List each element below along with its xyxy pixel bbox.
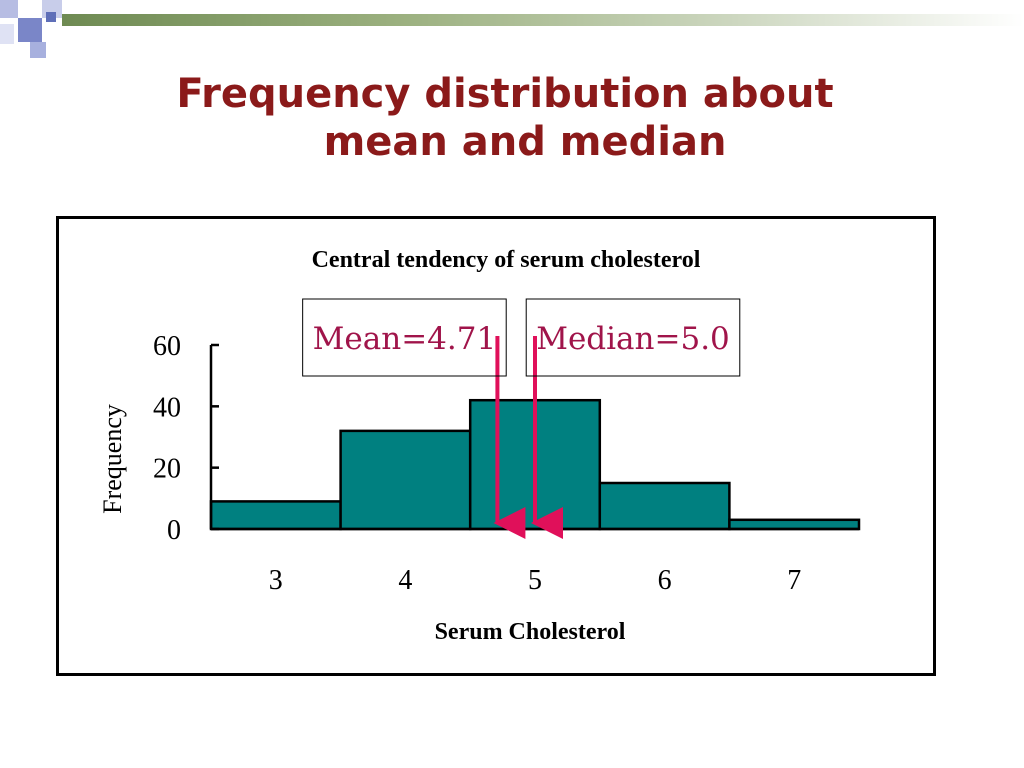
decor-square xyxy=(0,0,18,18)
bar-4 xyxy=(339,429,472,531)
decor-square xyxy=(30,42,46,58)
chart-title: Central tendency of serum cholesterol xyxy=(312,247,701,273)
y-tick-label: 40 xyxy=(153,392,181,423)
annotation-label: Mean=4.71 xyxy=(313,321,497,357)
decor-square xyxy=(46,12,56,22)
bar-7 xyxy=(728,518,861,531)
decor-square xyxy=(0,24,14,44)
decor-square xyxy=(18,18,42,42)
x-tick-label: 6 xyxy=(658,565,672,596)
slide-title: Frequency distribution about mean and me… xyxy=(100,70,910,166)
x-tick-label: 4 xyxy=(398,565,412,596)
decor-gradient-bar xyxy=(62,14,1024,26)
chart-svg: Central tendency of serum cholesterol Se… xyxy=(98,247,861,645)
y-tick-label: 0 xyxy=(167,515,181,546)
annotation-box xyxy=(525,298,741,377)
annotation-box xyxy=(302,298,507,377)
x-tick-label: 5 xyxy=(528,565,542,596)
x-axis-title: Serum Cholesterol xyxy=(435,619,626,645)
bar-6 xyxy=(598,481,731,531)
plot-area: 0 20 40 60 3 4 5 6 7 Mean=4.71 Median=5.0 xyxy=(153,298,861,596)
chart-frame: Central tendency of serum cholesterol Se… xyxy=(56,216,936,676)
slide-title-line2: mean and median xyxy=(323,119,727,165)
x-tick-label: 3 xyxy=(269,565,283,596)
y-tick-label: 60 xyxy=(153,331,181,362)
y-tick-label: 20 xyxy=(153,454,181,485)
y-axis-title: Frequency xyxy=(98,404,127,514)
slide-title-line1: Frequency distribution about xyxy=(176,71,834,117)
bar-3 xyxy=(209,500,342,531)
annotation-label: Median=5.0 xyxy=(536,321,730,357)
x-tick-label: 7 xyxy=(787,565,801,596)
